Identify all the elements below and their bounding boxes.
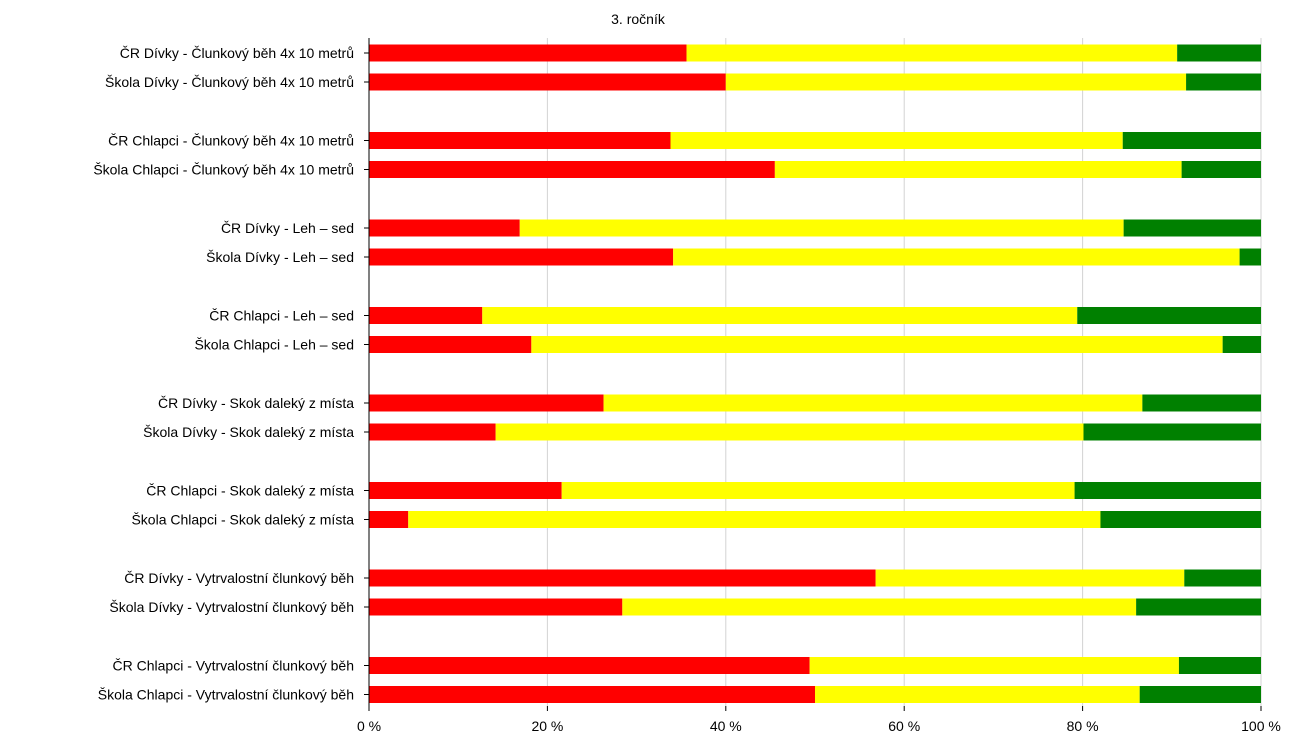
bar-segment bbox=[815, 686, 1140, 703]
bar-segment bbox=[369, 598, 623, 616]
x-tick-label: 0 % bbox=[357, 718, 381, 734]
category-label: Škola Dívky - Leh – sed bbox=[206, 249, 354, 265]
bar-segment bbox=[1139, 686, 1261, 703]
bar-segment bbox=[1184, 569, 1261, 587]
bar-segment bbox=[1083, 423, 1261, 441]
bar-segment bbox=[1074, 482, 1261, 499]
bar-segment bbox=[482, 307, 1078, 324]
bar-segment bbox=[369, 132, 671, 149]
bar-segment bbox=[408, 511, 1101, 528]
bar-segment bbox=[369, 394, 604, 412]
category-label: Škola Chlapci - Člunkový běh 4x 10 metrů bbox=[93, 162, 354, 178]
bar-segment bbox=[369, 307, 483, 324]
bar-segment bbox=[1186, 73, 1261, 91]
bar-segment bbox=[369, 219, 520, 237]
bar-segment bbox=[519, 219, 1124, 237]
category-label: ČR Dívky - Člunkový běh 4x 10 metrů bbox=[120, 45, 354, 61]
bar-segment bbox=[1239, 248, 1261, 266]
bar-segment bbox=[369, 248, 674, 266]
bar-segment bbox=[1222, 336, 1261, 353]
gridlines bbox=[546, 38, 1262, 706]
category-label: ČR Chlapci - Skok daleký z místa bbox=[146, 483, 354, 499]
bar-segment bbox=[1178, 657, 1261, 674]
bar-segment bbox=[369, 511, 409, 528]
bar-segment bbox=[369, 336, 532, 353]
category-label: Škola Chlapci - Leh – sed bbox=[194, 337, 354, 353]
bars bbox=[369, 44, 1261, 703]
bar-segment bbox=[725, 73, 1187, 91]
x-tick-label: 20 % bbox=[531, 718, 563, 734]
bar-segment bbox=[1136, 598, 1261, 616]
bar-segment bbox=[1181, 161, 1261, 178]
bar-segment bbox=[673, 248, 1240, 266]
bar-segment bbox=[686, 44, 1178, 62]
bar-segment bbox=[369, 161, 775, 178]
category-label: Škola Dívky - Člunkový běh 4x 10 metrů bbox=[105, 74, 354, 90]
category-label: ČR Chlapci - Vytrvalostní člunkový běh bbox=[113, 658, 354, 674]
bar-segment bbox=[1142, 394, 1261, 412]
bar-segment bbox=[369, 73, 726, 91]
axes: 0 % 20 % 40 % 60 % 80 % 100 % bbox=[357, 38, 1281, 734]
category-label: ČR Dívky - Skok daleký z místa bbox=[158, 395, 354, 411]
bar-segment bbox=[603, 394, 1143, 412]
bar-segment bbox=[1100, 511, 1261, 528]
bar-segment bbox=[1122, 132, 1261, 149]
category-label: ČR Chlapci - Člunkový běh 4x 10 metrů bbox=[108, 133, 354, 149]
x-tick-label: 60 % bbox=[888, 718, 920, 734]
chart-title: 3. ročník bbox=[611, 11, 666, 27]
x-tick-label: 40 % bbox=[710, 718, 742, 734]
bar-segment bbox=[369, 482, 562, 499]
category-labels: ČR Dívky - Člunkový běh 4x 10 metrů Škola… bbox=[93, 45, 354, 703]
bar-segment bbox=[809, 657, 1179, 674]
x-tick-label: 80 % bbox=[1067, 718, 1099, 734]
category-label: Škola Dívky - Vytrvalostní člunkový běh bbox=[109, 599, 354, 615]
bar-segment bbox=[774, 161, 1182, 178]
category-label: Škola Chlapci - Skok daleký z místa bbox=[131, 512, 354, 528]
bar-segment bbox=[531, 336, 1223, 353]
bar-segment bbox=[1177, 44, 1261, 62]
bar-segment bbox=[369, 686, 815, 703]
category-label: ČR Dívky - Vytrvalostní člunkový běh bbox=[124, 570, 354, 586]
bar-segment bbox=[369, 423, 496, 441]
bar-segment bbox=[875, 569, 1185, 587]
x-tick-label: 100 % bbox=[1241, 718, 1281, 734]
bar-segment bbox=[369, 44, 687, 62]
category-label: ČR Dívky - Leh – sed bbox=[221, 220, 354, 236]
bar-segment bbox=[369, 657, 810, 674]
category-label: ČR Chlapci - Leh – sed bbox=[209, 308, 354, 324]
category-label: Škola Chlapci - Vytrvalostní člunkový bě… bbox=[98, 687, 354, 703]
bar-segment bbox=[561, 482, 1075, 499]
bar-segment bbox=[622, 598, 1137, 616]
bar-segment bbox=[670, 132, 1123, 149]
category-label: Škola Dívky - Skok daleký z místa bbox=[143, 424, 354, 440]
bar-segment bbox=[369, 569, 876, 587]
bar-segment bbox=[1123, 219, 1261, 237]
bar-segment bbox=[495, 423, 1084, 441]
bar-segment bbox=[1077, 307, 1261, 324]
